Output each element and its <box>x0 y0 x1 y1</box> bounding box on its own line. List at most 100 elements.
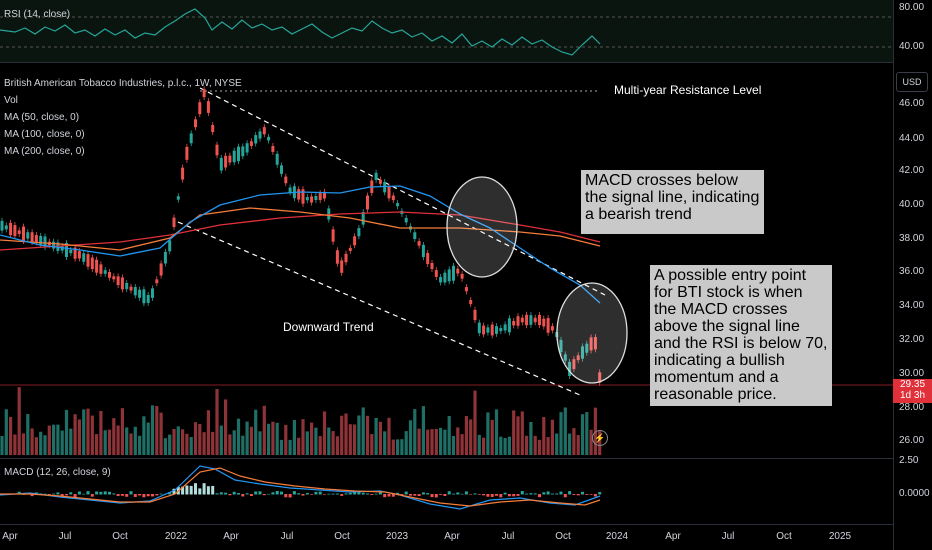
time-axis-label: Oct <box>555 531 571 542</box>
candle-body <box>22 226 25 242</box>
volume-bar <box>331 431 335 455</box>
price-level-label: 46.00 <box>899 98 925 109</box>
candle-body <box>464 287 468 292</box>
candle-body <box>366 195 369 210</box>
candle-body <box>538 314 541 326</box>
candle-body <box>340 260 344 273</box>
candle-body <box>404 217 408 223</box>
macd-histogram-bar <box>542 492 546 495</box>
candle-body <box>120 277 124 290</box>
time-axis-label: Oct <box>334 531 350 542</box>
macd-histogram-bar <box>129 491 133 495</box>
volume-bar <box>434 428 438 455</box>
volume-bar <box>47 425 51 455</box>
macd-histogram-bar <box>142 494 146 498</box>
volume-bar <box>546 437 550 455</box>
rsi-line <box>0 8 601 56</box>
candles <box>0 86 602 386</box>
channel-upper <box>199 87 606 296</box>
volume-bar <box>211 431 215 455</box>
candle-body <box>482 325 486 335</box>
candle-body <box>151 288 154 298</box>
candle-body <box>396 203 400 207</box>
volume-bar <box>486 412 490 455</box>
candle-body <box>65 242 68 257</box>
candle-body <box>262 127 266 135</box>
volume-bar <box>82 409 86 455</box>
volume-bars <box>0 387 602 455</box>
macd-histogram-bar <box>366 493 369 495</box>
volume-bar <box>90 415 94 455</box>
candle-body <box>241 146 245 157</box>
macd-histogram-bar <box>589 494 593 495</box>
candle-body <box>206 101 210 113</box>
macd-histogram-bar <box>202 483 206 495</box>
macd-histogram-bar <box>477 494 481 495</box>
candle-body <box>228 155 232 163</box>
macd-histogram-bar <box>155 494 159 496</box>
volume-bar <box>378 421 382 455</box>
candle-body <box>546 318 550 333</box>
volume-bar <box>589 429 593 455</box>
volume-bar <box>443 429 447 455</box>
candle-body <box>344 253 348 263</box>
candle-body <box>525 314 529 326</box>
candle-body <box>284 176 288 184</box>
volume-bar <box>275 422 279 455</box>
indicator-ma100[interactable]: MA (100, close, 0) <box>4 129 85 140</box>
candle-body <box>189 133 193 144</box>
candle-body <box>447 269 451 282</box>
macd-histogram-bar <box>581 491 584 495</box>
volume-bar <box>473 390 477 455</box>
candle-body <box>576 355 580 361</box>
macd-histogram-bar <box>327 493 331 495</box>
macd-histogram-bar <box>120 494 124 496</box>
price-level-label: 44.00 <box>899 133 925 144</box>
volume-bar <box>69 428 73 455</box>
volume-bar <box>116 425 120 455</box>
volume-bar <box>426 429 430 455</box>
macd-histogram-bar <box>82 493 86 495</box>
volume-bar <box>219 425 223 455</box>
candle-body <box>258 131 262 139</box>
volume-bar <box>288 439 292 455</box>
candle-body <box>245 143 249 153</box>
volume-bar <box>301 419 305 455</box>
macd-histogram-bar <box>426 493 430 495</box>
candle-body <box>581 346 584 359</box>
candle-body <box>378 179 382 184</box>
volume-bar <box>112 418 116 455</box>
candle-body <box>331 229 335 242</box>
candle-body <box>211 124 215 133</box>
macd-histogram <box>0 483 602 498</box>
indicator-ma50[interactable]: MA (50, close, 0) <box>4 112 80 123</box>
volume-bar <box>408 420 413 455</box>
volume-bar <box>494 409 499 455</box>
macd-histogram-bar <box>60 494 64 497</box>
candle-body <box>82 253 86 262</box>
macd-histogram-bar <box>469 494 473 495</box>
volume-bar <box>189 437 193 455</box>
volume-bar <box>155 405 159 455</box>
macd-histogram-bar <box>520 491 524 495</box>
volume-bar <box>542 416 546 455</box>
indicator-vol[interactable]: Vol <box>4 95 18 106</box>
currency-button[interactable]: USD <box>896 72 928 92</box>
macd-histogram-bar <box>482 494 486 496</box>
macd-cross-circle <box>446 176 518 278</box>
candle-countdown: 1d 3h <box>899 390 926 401</box>
volume-bar <box>60 430 64 455</box>
lightning-icon[interactable]: ⚡ <box>592 430 608 446</box>
volume-bar <box>361 407 365 455</box>
candle-body <box>176 196 180 200</box>
macd-histogram-bar <box>318 491 322 495</box>
macd-histogram-bar <box>275 491 279 495</box>
volume-bar <box>176 426 180 455</box>
macd-level-zero: 0.0000 <box>899 488 930 499</box>
candle-body <box>254 135 258 144</box>
volume-bar <box>383 431 387 455</box>
rsi-pane[interactable] <box>0 0 893 62</box>
candle-body <box>194 119 197 128</box>
macd-histogram-bar <box>516 494 520 496</box>
indicator-ma200[interactable]: MA (200, close, 0) <box>4 146 85 157</box>
